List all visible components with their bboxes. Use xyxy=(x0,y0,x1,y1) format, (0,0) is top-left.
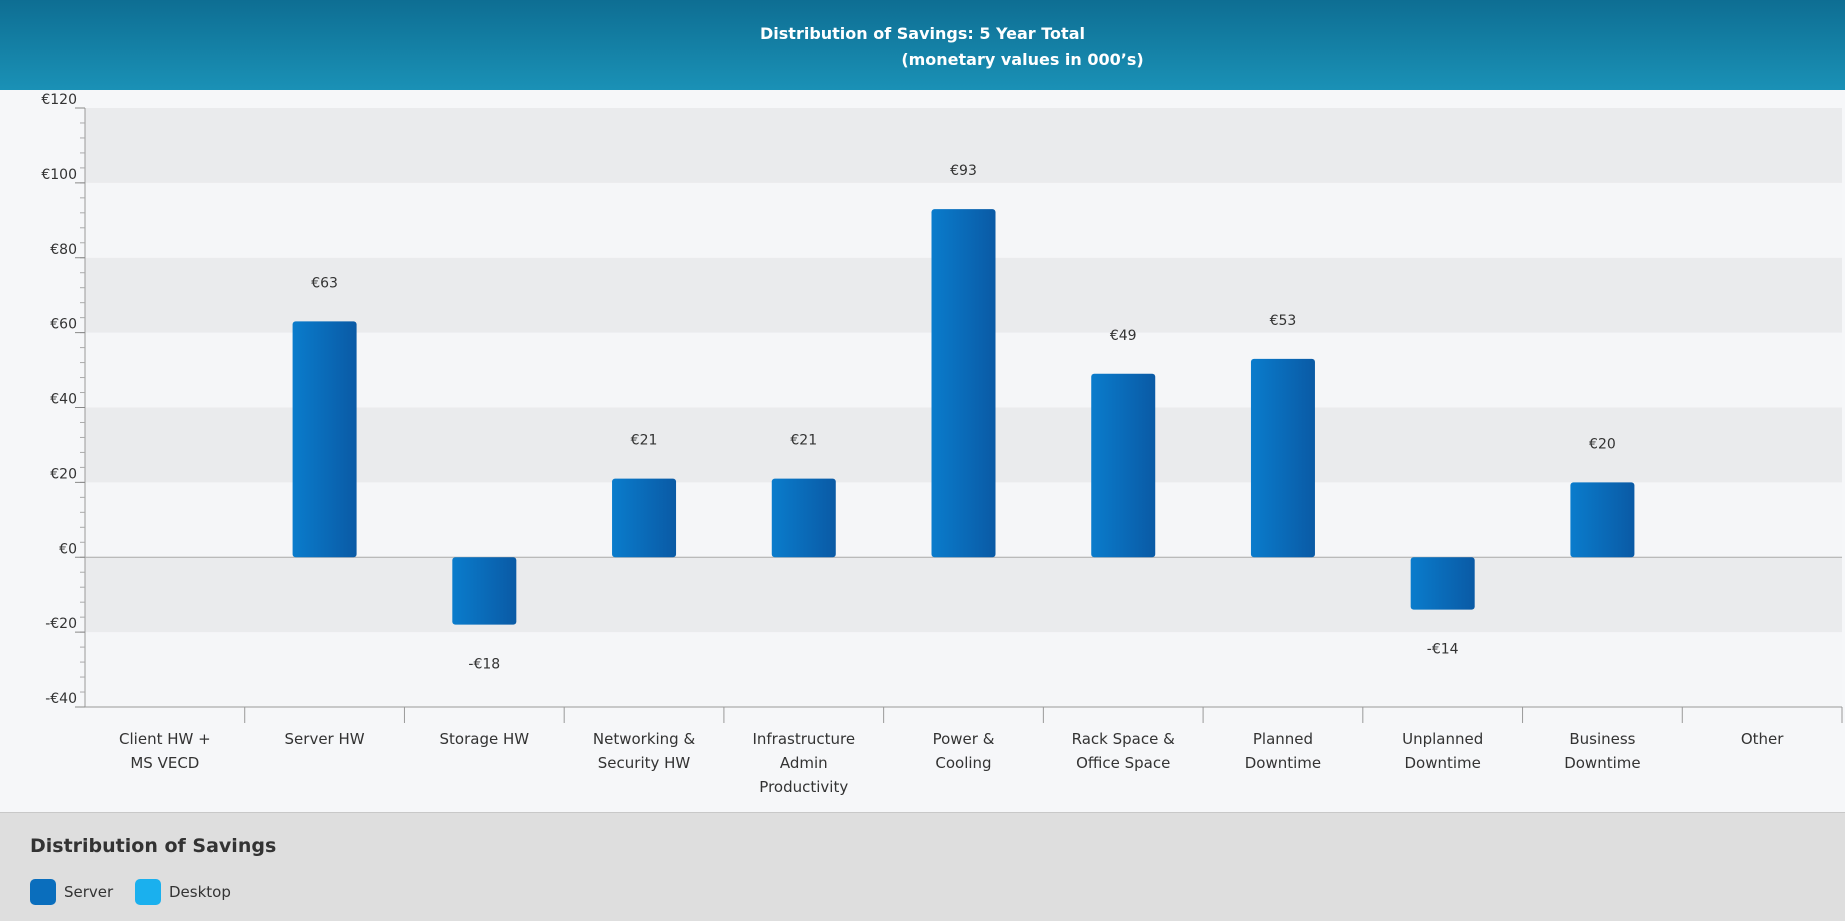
x-tick-label: Power & Cooling xyxy=(932,730,995,772)
x-tick-label: Infrastructure Admin Productivity xyxy=(752,730,856,796)
grid-band xyxy=(85,108,1842,183)
grid-band xyxy=(85,557,1842,633)
y-tick-label: €80 xyxy=(50,242,77,258)
x-tick-label: Server HW xyxy=(284,730,365,748)
value-label: €53 xyxy=(1270,313,1297,329)
legend-swatch xyxy=(135,879,161,905)
legend-item: Desktop xyxy=(135,879,231,905)
x-tick-label: Other xyxy=(1740,730,1784,748)
y-tick-label: -€20 xyxy=(45,616,77,632)
value-label: €63 xyxy=(311,275,338,291)
bar xyxy=(612,478,677,558)
bar xyxy=(1250,358,1315,558)
legend-label: Desktop xyxy=(169,883,231,901)
bar xyxy=(1091,373,1156,558)
legend: Distribution of Savings Server Desktop xyxy=(0,812,1845,921)
x-tick-label: Planned Downtime xyxy=(1244,730,1322,772)
legend-item: Server xyxy=(30,879,113,905)
y-tick-label: €0 xyxy=(59,541,77,557)
y-tick-label: €60 xyxy=(50,317,77,333)
chart-subtitle: (monetary values in 000’s) xyxy=(901,50,1144,69)
value-label: -€14 xyxy=(1427,642,1459,658)
y-tick-label: €20 xyxy=(50,466,77,482)
x-tick-label: Storage HW xyxy=(439,730,530,748)
y-tick-label: -€40 xyxy=(45,691,77,707)
x-tick-label: Unplanned Downtime xyxy=(1402,730,1484,772)
bar xyxy=(1570,482,1635,558)
x-tick-label: Business Downtime xyxy=(1564,730,1641,772)
value-label: €21 xyxy=(790,433,817,449)
value-label: -€18 xyxy=(468,657,500,673)
grid-band xyxy=(85,632,1842,707)
chart: -€40 -€20 €0 €20 €40 €60 €80 €100 €120 €63 -€18 €21… xyxy=(41,92,1843,723)
legend-title: Distribution of Savings xyxy=(30,835,277,857)
legend-swatch xyxy=(30,879,56,905)
value-label: €93 xyxy=(950,163,977,179)
bar xyxy=(931,209,996,558)
bar xyxy=(452,557,517,625)
chart-title: Distribution of Savings: 5 Year Total xyxy=(760,24,1085,43)
x-tick-label: Networking & Security HW xyxy=(592,730,696,772)
value-label: €49 xyxy=(1110,328,1137,344)
y-tick-label: €120 xyxy=(41,92,77,108)
chart-header: Distribution of Savings: 5 Year Total (m… xyxy=(0,0,1845,90)
bar xyxy=(771,478,836,558)
value-label: €21 xyxy=(631,433,658,449)
bar xyxy=(292,321,357,558)
x-tick-label: Rack Space & Office Space xyxy=(1071,730,1175,772)
y-tick-label: €100 xyxy=(41,167,77,183)
legend-label: Server xyxy=(64,883,114,901)
y-tick-label: €40 xyxy=(50,392,77,408)
value-label: €20 xyxy=(1589,436,1616,452)
bar xyxy=(1410,557,1475,610)
x-tick-label: Client HW + MS VECD xyxy=(119,730,211,772)
